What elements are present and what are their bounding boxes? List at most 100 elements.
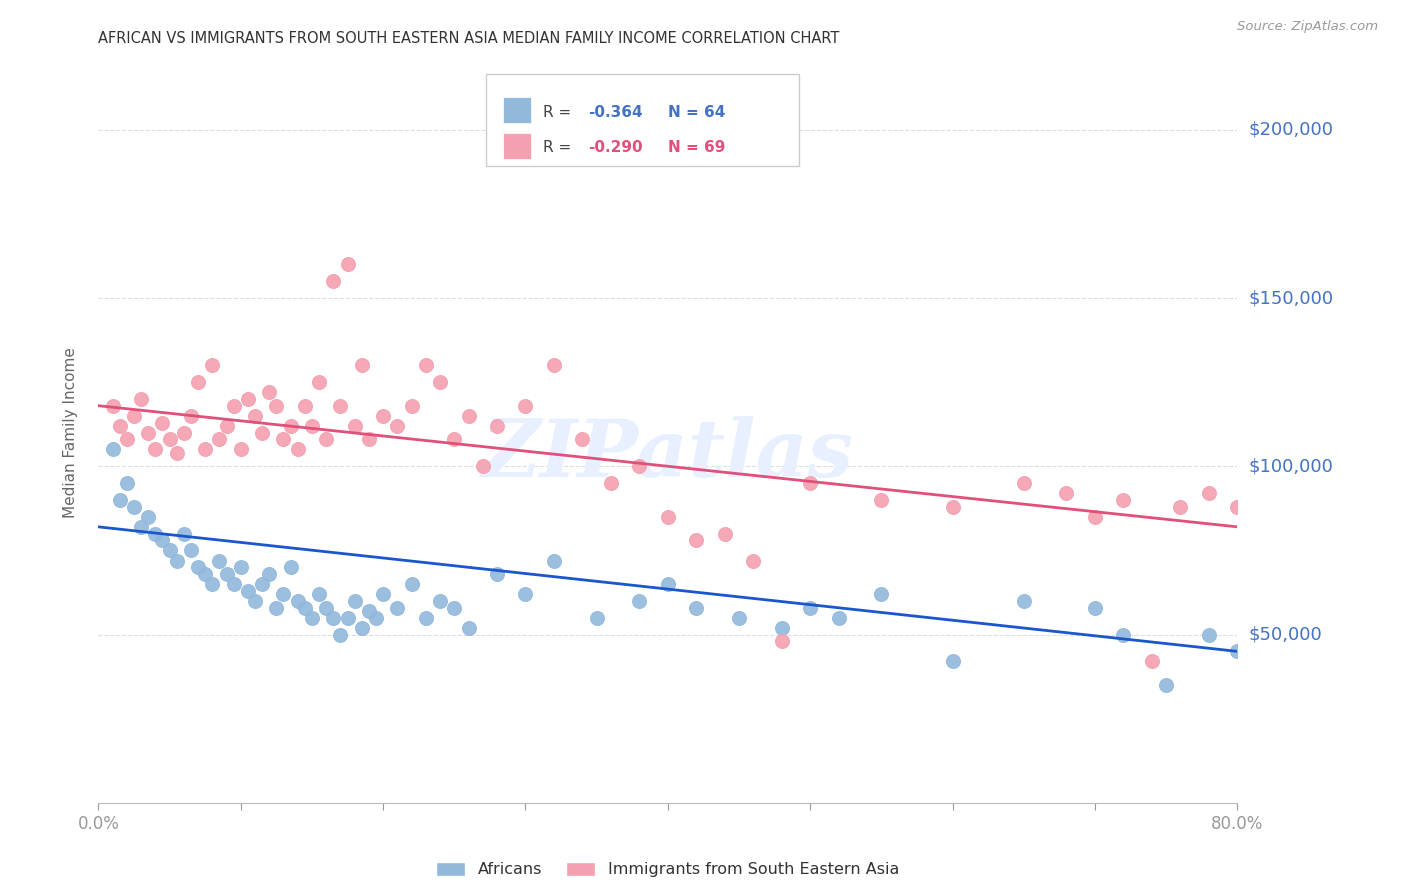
Text: N = 64: N = 64	[668, 104, 725, 120]
Point	[122, 409, 145, 423]
Point	[159, 433, 181, 447]
Point	[166, 446, 188, 460]
Point	[350, 621, 373, 635]
Point	[429, 375, 451, 389]
Point	[152, 416, 174, 430]
Point	[457, 409, 479, 423]
Point	[336, 257, 359, 271]
Point	[657, 509, 679, 524]
Text: $50,000: $50,000	[1249, 625, 1322, 643]
Point	[166, 553, 188, 567]
Point	[770, 634, 793, 648]
Point	[828, 610, 851, 624]
Point	[870, 492, 893, 507]
Point	[401, 577, 423, 591]
Point	[1226, 500, 1249, 514]
Point	[308, 375, 330, 389]
FancyBboxPatch shape	[503, 133, 531, 159]
Text: R =: R =	[543, 140, 575, 155]
Point	[194, 566, 217, 581]
Point	[222, 399, 245, 413]
Point	[429, 594, 451, 608]
Point	[1012, 476, 1035, 491]
Point	[136, 425, 159, 440]
Point	[628, 594, 651, 608]
Point	[229, 442, 252, 457]
Point	[1284, 526, 1306, 541]
Point	[273, 587, 295, 601]
Text: -0.290: -0.290	[588, 140, 643, 155]
Point	[1084, 600, 1107, 615]
Text: -0.364: -0.364	[588, 104, 643, 120]
Point	[1112, 627, 1135, 641]
Point	[101, 442, 124, 457]
Point	[129, 520, 152, 534]
Point	[315, 600, 337, 615]
Point	[443, 433, 465, 447]
Point	[714, 526, 737, 541]
Text: R =: R =	[543, 104, 575, 120]
Point	[173, 425, 195, 440]
Point	[266, 600, 288, 615]
Point	[799, 476, 821, 491]
Point	[194, 442, 217, 457]
Point	[294, 600, 316, 615]
Point	[600, 476, 623, 491]
Point	[357, 604, 380, 618]
Point	[266, 399, 288, 413]
Text: AFRICAN VS IMMIGRANTS FROM SOUTH EASTERN ASIA MEDIAN FAMILY INCOME CORRELATION C: AFRICAN VS IMMIGRANTS FROM SOUTH EASTERN…	[98, 31, 839, 46]
Point	[1056, 486, 1078, 500]
Point	[486, 566, 509, 581]
Point	[1112, 492, 1135, 507]
Point	[229, 560, 252, 574]
Point	[585, 610, 607, 624]
Point	[1198, 627, 1220, 641]
Point	[942, 655, 965, 669]
Text: $150,000: $150,000	[1249, 289, 1333, 307]
Point	[259, 566, 281, 581]
Point	[350, 359, 373, 373]
Point	[259, 385, 281, 400]
Point	[273, 433, 295, 447]
Point	[870, 587, 893, 601]
Y-axis label: Median Family Income: Median Family Income	[63, 347, 77, 518]
Point	[1170, 500, 1192, 514]
Point	[515, 399, 537, 413]
Point	[1154, 678, 1177, 692]
Text: Source: ZipAtlas.com: Source: ZipAtlas.com	[1237, 20, 1378, 33]
Point	[343, 594, 366, 608]
Point	[108, 492, 131, 507]
Point	[387, 600, 409, 615]
Point	[387, 418, 409, 433]
Point	[657, 577, 679, 591]
Point	[250, 425, 273, 440]
Point	[628, 459, 651, 474]
Point	[471, 459, 494, 474]
Point	[208, 553, 231, 567]
Point	[415, 610, 437, 624]
Point	[329, 627, 352, 641]
Point	[173, 526, 195, 541]
Point	[1140, 655, 1163, 669]
Point	[1012, 594, 1035, 608]
Point	[799, 600, 821, 615]
Point	[415, 359, 437, 373]
Point	[364, 610, 387, 624]
Point	[322, 274, 344, 288]
Text: $200,000: $200,000	[1249, 120, 1333, 139]
Point	[685, 533, 707, 548]
Point	[236, 583, 259, 598]
Point	[315, 433, 337, 447]
Point	[1198, 486, 1220, 500]
FancyBboxPatch shape	[503, 97, 531, 123]
Point	[222, 577, 245, 591]
Point	[187, 560, 209, 574]
Legend: Africans, Immigrants from South Eastern Asia: Africans, Immigrants from South Eastern …	[430, 855, 905, 884]
Point	[515, 587, 537, 601]
Point	[145, 442, 167, 457]
Point	[280, 418, 302, 433]
Point	[250, 577, 273, 591]
Point	[122, 500, 145, 514]
Point	[201, 359, 224, 373]
Point	[145, 526, 167, 541]
